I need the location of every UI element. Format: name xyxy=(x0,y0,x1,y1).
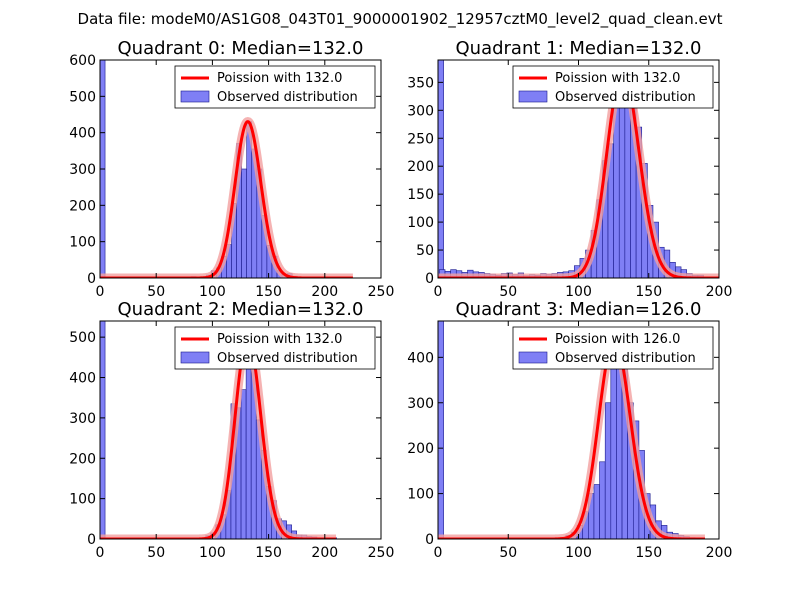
panel-quadrant-1: Quadrant 1: Median=132.0 0 50 100 150 200 0 50 1… xyxy=(407,38,732,300)
panel-title: Quadrant 3: Median=126.0 xyxy=(456,299,702,320)
x-tick-label: 200 xyxy=(311,284,338,300)
y-tick-label: 100 xyxy=(69,492,96,508)
y-tick-label: 600 xyxy=(69,53,96,69)
legend-bar-swatch xyxy=(518,351,548,364)
x-tick-label: 200 xyxy=(311,545,338,561)
x-tick-label: 50 xyxy=(499,284,517,300)
panel-quadrant-2: Quadrant 2: Median=132.0 0 50 100 150 200 250 0… xyxy=(69,299,394,561)
plot-area xyxy=(438,321,705,539)
histogram-bar xyxy=(240,389,247,539)
y-tick-label: 0 xyxy=(87,532,96,548)
poisson-curve-glow xyxy=(100,116,353,278)
histogram-bar xyxy=(604,402,612,539)
histogram-bar xyxy=(613,107,620,278)
histogram-bar xyxy=(599,461,606,539)
y-tick-label: 0 xyxy=(425,271,434,287)
x-tick-label: 100 xyxy=(565,545,592,561)
y-tick-label: 300 xyxy=(69,162,96,178)
x-tick-label: 150 xyxy=(255,284,282,300)
axes-frame xyxy=(99,320,382,540)
legend-line-label: Poission with 132.0 xyxy=(555,71,680,86)
x-tick-label: 100 xyxy=(199,545,226,561)
panel-title: Quadrant 0: Median=132.0 xyxy=(118,38,364,59)
x-tick-label: 250 xyxy=(368,545,395,561)
x-tick-label: 0 xyxy=(434,545,443,561)
legend-bar-label: Observed distribution xyxy=(217,351,358,366)
panel-quadrant-3: Quadrant 3: Median=126.0 0 50 100 150 200 0 100… xyxy=(407,299,732,561)
x-tick-label: 50 xyxy=(147,545,165,561)
legend-bar-swatch xyxy=(180,351,210,364)
x-tick-label: 100 xyxy=(565,284,592,300)
legend: Poission with 126.0 Observed distribution xyxy=(512,326,714,370)
histogram-bar xyxy=(593,484,600,539)
y-tick-label: 100 xyxy=(407,215,434,231)
legend-box xyxy=(512,65,714,109)
panel-title: Quadrant 1: Median=132.0 xyxy=(456,38,702,59)
poisson-curve xyxy=(438,337,705,539)
legend-bar-label: Observed distribution xyxy=(555,90,696,105)
y-tick-label: 250 xyxy=(407,131,434,147)
histogram-bar xyxy=(241,168,247,278)
y-tick-label: 400 xyxy=(69,126,96,142)
legend-bar-swatch xyxy=(180,90,210,103)
y-tick-label: 200 xyxy=(407,159,434,175)
y-tick-label: 500 xyxy=(69,330,96,346)
panel-title: Quadrant 2: Median=132.0 xyxy=(118,299,364,320)
legend: Poission with 132.0 Observed distribution xyxy=(174,65,376,109)
y-tick-label: 200 xyxy=(407,441,434,457)
histogram-bar xyxy=(438,60,444,278)
x-tick-label: 150 xyxy=(635,545,662,561)
legend: Poission with 132.0 Observed distribution xyxy=(512,65,714,109)
legend-bar-label: Observed distribution xyxy=(217,90,358,105)
legend-bar-swatch xyxy=(518,90,548,103)
legend-bar-label: Observed distribution xyxy=(555,351,696,366)
y-tick-label: 300 xyxy=(407,103,434,119)
histogram-bar xyxy=(100,321,106,539)
panel-quadrant-0: Quadrant 0: Median=132.0 0 50 100 150 200 250 0… xyxy=(69,38,394,300)
x-tick-label: 150 xyxy=(635,284,662,300)
figure-suptitle: Data file: modeM0/AS1G08_043T01_90000019… xyxy=(78,10,723,29)
x-tick-label: 50 xyxy=(499,545,517,561)
x-tick-label: 0 xyxy=(434,284,443,300)
y-tick-label: 300 xyxy=(407,396,434,412)
x-tick-label: 50 xyxy=(147,284,165,300)
y-tick-label: 0 xyxy=(425,532,434,548)
y-tick-label: 400 xyxy=(69,371,96,387)
y-tick-label: 0 xyxy=(87,271,96,287)
y-tick-label: 300 xyxy=(69,411,96,427)
y-tick-label: 100 xyxy=(69,235,96,251)
x-tick-label: 100 xyxy=(199,284,226,300)
y-tick-label: 400 xyxy=(407,350,434,366)
histogram-bar xyxy=(438,321,444,539)
x-tick-label: 200 xyxy=(706,545,733,561)
histogram-bar xyxy=(616,361,623,539)
legend: Poission with 132.0 Observed distribution xyxy=(174,326,376,370)
legend-line-label: Poission with 126.0 xyxy=(555,332,680,347)
y-tick-label: 500 xyxy=(69,89,96,105)
x-tick-label: 200 xyxy=(706,284,733,300)
y-tick-label: 200 xyxy=(69,198,96,214)
y-tick-label: 150 xyxy=(407,187,434,203)
x-tick-label: 150 xyxy=(255,545,282,561)
y-tick-label: 100 xyxy=(407,487,434,503)
y-tick-label: 200 xyxy=(69,451,96,467)
poisson-curve xyxy=(100,120,353,278)
legend-line-label: Poission with 132.0 xyxy=(217,332,342,347)
y-tick-label: 50 xyxy=(416,243,434,259)
legend-line-label: Poission with 132.0 xyxy=(217,71,342,86)
y-tick-label: 350 xyxy=(407,75,434,91)
x-tick-label: 0 xyxy=(96,284,105,300)
x-tick-label: 0 xyxy=(96,545,105,561)
x-tick-label: 250 xyxy=(368,284,395,300)
